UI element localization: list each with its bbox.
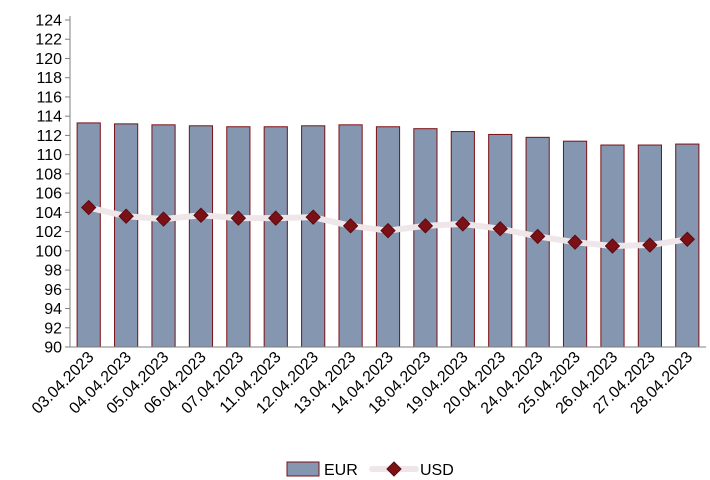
y-tick-label: 94 <box>44 301 62 318</box>
y-tick-label: 118 <box>36 70 62 87</box>
usd-point <box>230 210 247 226</box>
y-tick-label: 114 <box>36 109 62 126</box>
eur-bar <box>76 122 101 348</box>
y-tick-label: 116 <box>36 89 62 106</box>
usd-point <box>529 228 546 245</box>
y-tick-label: 120 <box>35 51 62 68</box>
y-tick-label: 106 <box>35 186 62 203</box>
eur-bar <box>488 133 513 348</box>
y-tick-label: 104 <box>35 205 62 222</box>
eur-bar <box>114 123 139 348</box>
usd-point <box>380 222 396 239</box>
usd-point <box>155 211 172 227</box>
y-tick-label: 96 <box>44 282 62 299</box>
y-tick-label: 112 <box>36 128 62 145</box>
legend-usd-marker <box>386 461 402 477</box>
legend: EUR USD <box>286 461 454 479</box>
y-tick-label: 122 <box>35 32 62 49</box>
legend-eur-label: EUR <box>324 462 358 479</box>
eur-bar <box>151 124 176 348</box>
usd-point <box>417 218 434 234</box>
usd-point <box>80 199 97 216</box>
y-tick-label: 124 <box>35 13 62 30</box>
y-tick-label: 98 <box>44 263 62 280</box>
usd-point <box>193 207 209 223</box>
legend-usd-label: USD <box>420 462 454 479</box>
usd-point <box>567 234 583 250</box>
eur-bar <box>188 125 214 348</box>
usd-markers <box>80 199 696 254</box>
usd-point <box>492 220 508 237</box>
legend-eur-swatch <box>286 461 320 477</box>
usd-point <box>642 237 658 253</box>
usd-point <box>305 209 321 225</box>
eur-bar <box>226 126 251 348</box>
y-tick-label: 100 <box>35 243 62 260</box>
y-tick-label: 110 <box>36 147 62 164</box>
usd-point <box>268 210 284 226</box>
usd-point <box>604 238 621 254</box>
y-axis: 90 92 94 96 98 100 102 104 106 108 110 112 114 116 118… <box>35 13 71 357</box>
usd-point <box>342 218 359 234</box>
y-tick-label: 92 <box>44 320 62 337</box>
eur-bar <box>413 128 438 348</box>
y-tick-label: 102 <box>35 224 62 241</box>
eur-bar <box>301 125 326 348</box>
eur-bars <box>76 122 700 348</box>
y-tick-label: 108 <box>35 166 62 183</box>
x-axis: 03.04.202304.04.202305.04.202306.04.2023… <box>29 346 706 417</box>
eur-bar <box>338 124 363 348</box>
eur-bar <box>263 126 288 348</box>
usd-point <box>679 231 696 247</box>
usd-point <box>455 216 471 232</box>
eur-bar <box>450 131 475 348</box>
usd-point <box>118 208 134 224</box>
y-tick-label: 90 <box>44 340 62 357</box>
